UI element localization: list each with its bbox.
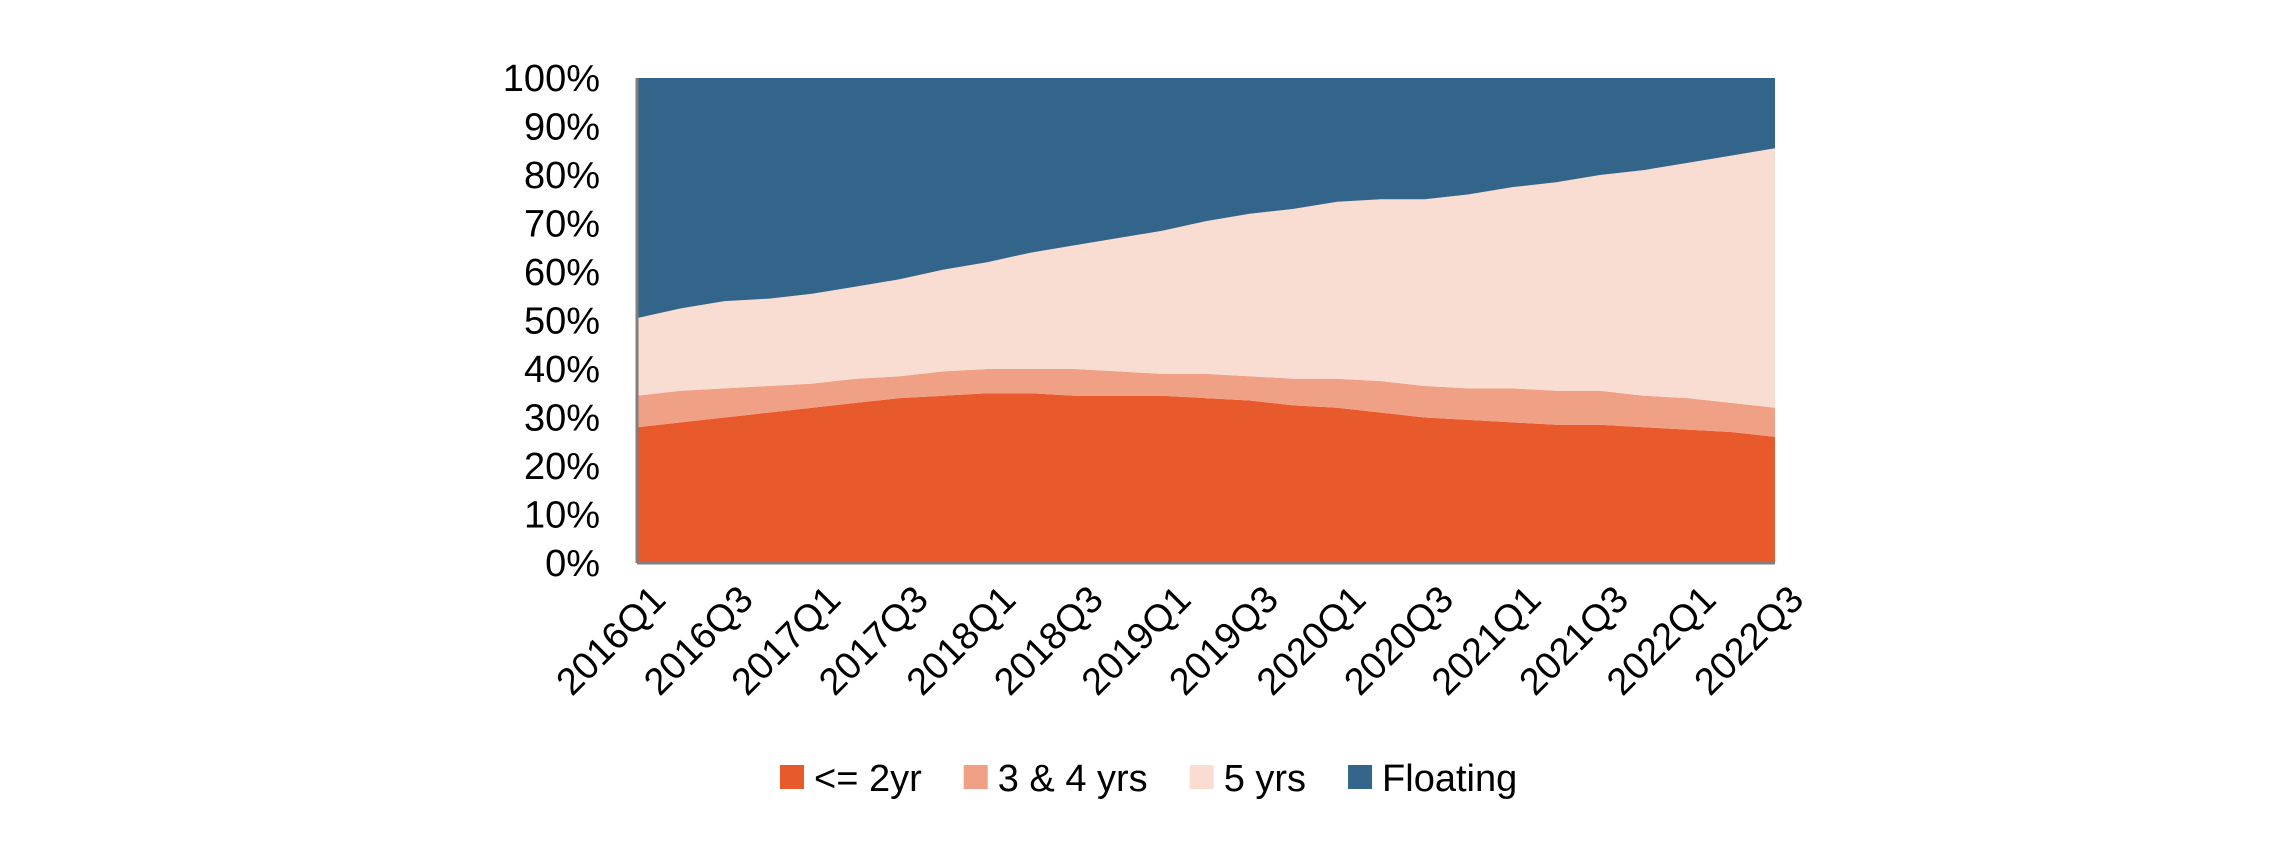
x-axis-tick-labels: 2016Q12016Q32017Q12017Q32018Q12018Q32019…	[549, 578, 1812, 703]
y-tick-label: 0%	[545, 543, 600, 585]
y-tick-label: 10%	[524, 495, 600, 537]
y-tick-label: 70%	[524, 204, 600, 246]
area-series-5-yrs	[637, 148, 1775, 408]
y-axis-tick-labels: 0% 10% 20% 30% 40% 50% 60% 70% 80% 90% 100%	[503, 58, 600, 585]
area-series-layer	[637, 78, 1775, 563]
y-tick-label: 80%	[524, 155, 600, 197]
legend: <= 2yr 3 & 4 yrs 5 yrs Floating	[780, 758, 1517, 800]
y-tick-label: 30%	[524, 398, 600, 440]
legend-label-5-yrs: 5 yrs	[1224, 758, 1306, 800]
y-tick-label: 100%	[503, 58, 600, 100]
legend-swatch-le-2yr	[780, 765, 804, 789]
axes	[635, 78, 1775, 565]
area-series-floating	[637, 78, 1775, 319]
legend-swatch-3-and-4-yrs	[963, 765, 988, 789]
y-tick-label: 90%	[524, 107, 600, 149]
legend-label-le-2yr: <= 2yr	[814, 758, 922, 800]
area-series-le-2yr	[637, 393, 1775, 563]
legend-swatch-5-yrs	[1189, 765, 1214, 789]
legend-swatch-floating	[1348, 765, 1373, 789]
legend-label-floating: Floating	[1382, 758, 1517, 800]
y-tick-label: 40%	[524, 349, 600, 391]
area-series-3-and-4-yrs	[637, 369, 1775, 437]
legend-label-3-and-4-yrs: 3 & 4 yrs	[998, 758, 1148, 800]
y-tick-label: 50%	[524, 301, 600, 343]
y-tick-label: 20%	[524, 446, 600, 488]
y-tick-label: 60%	[524, 252, 600, 294]
